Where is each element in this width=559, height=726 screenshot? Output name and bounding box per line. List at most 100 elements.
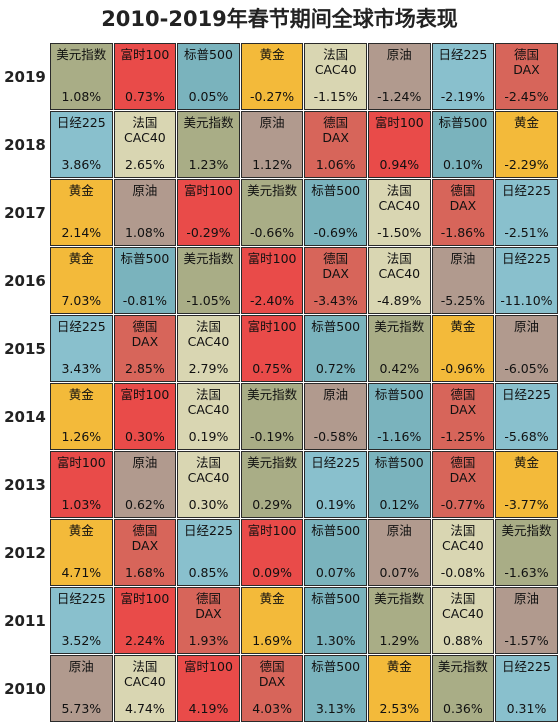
market-cell: 富时100 4.19% [177, 655, 240, 722]
market-name: 黄金 [259, 591, 285, 606]
market-cell: 标普500 0.05% [177, 43, 240, 110]
market-cell: 日经225 0.19% [304, 451, 367, 518]
market-cell: 美元指数 -1.05% [177, 247, 240, 314]
market-cell: 美元指数 1.29% [368, 587, 431, 654]
market-cell: 原油 0.62% [113, 451, 177, 518]
market-return: -0.27% [249, 89, 295, 104]
market-cell: 黄金 -3.77% [495, 451, 558, 518]
year-label: 2015 [4, 339, 46, 358]
market-return: 0.07% [379, 565, 420, 580]
market-name: 德国 DAX [322, 115, 349, 145]
market-cell: 德国 DAX -1.25% [431, 383, 495, 450]
market-cell: 富时100 -2.40% [240, 247, 304, 314]
market-name: 标普500 [120, 251, 170, 266]
market-return: -1.16% [377, 429, 422, 444]
market-cell: 德国 DAX -2.45% [495, 43, 558, 110]
market-name: 美元指数 [437, 659, 488, 674]
market-return: -2.45% [504, 89, 549, 104]
market-return: -0.77% [440, 497, 485, 512]
market-return: -1.15% [313, 89, 358, 104]
market-return: -1.50% [377, 225, 422, 240]
market-cell: 原油 1.12% [240, 111, 304, 178]
market-name: 德国 DAX [258, 659, 286, 689]
market-cell: 德国 DAX -0.77% [431, 451, 495, 518]
market-name: 原油 [513, 319, 539, 334]
market-return: 1.26% [61, 429, 102, 444]
market-name: 德国 DAX [449, 387, 477, 417]
market-cell: 原油 -0.58% [304, 383, 367, 450]
market-name: 日经225 [502, 387, 551, 402]
market-cell: 美元指数 -0.19% [240, 383, 304, 450]
market-cell: 日经225 3.43% [50, 315, 113, 382]
market-return: 0.31% [506, 701, 547, 716]
market-name: 法国 CAC40 [187, 387, 230, 417]
market-return: 0.42% [379, 361, 420, 376]
market-return: 0.75% [252, 361, 292, 376]
market-name: 黄金 [259, 47, 285, 62]
market-return: 0.07% [315, 565, 356, 580]
market-cell: 黄金 4.71% [50, 519, 113, 586]
market-name: 黄金 [450, 319, 476, 334]
market-cell: 富时100 0.09% [240, 519, 304, 586]
year-label: 2018 [4, 135, 46, 154]
market-cell: 法国 CAC40 -4.89% [368, 247, 431, 314]
market-name: 原油 [513, 591, 539, 606]
market-name: 富时100 [247, 319, 297, 334]
market-name: 日经225 [311, 455, 361, 470]
market-name: 法国 CAC40 [378, 183, 421, 213]
market-return: 0.73% [125, 89, 165, 104]
market-return: -1.05% [186, 293, 231, 308]
market-cell: 富时100 0.30% [113, 383, 177, 450]
market-return: 0.36% [443, 701, 483, 716]
market-cell: 法国 CAC40 2.79% [177, 315, 240, 382]
market-cell: 富时100 1.03% [50, 451, 113, 518]
market-name: 德国 DAX [131, 319, 159, 349]
market-cell: 法国 CAC40 -1.15% [304, 43, 367, 110]
market-return: -0.58% [313, 429, 358, 444]
market-return: -1.86% [440, 225, 485, 240]
market-return: -4.89% [377, 293, 422, 308]
market-cell: 美元指数 0.29% [240, 451, 304, 518]
market-name: 黄金 [513, 115, 539, 130]
market-return: 3.13% [315, 701, 356, 716]
market-name: 日经225 [502, 251, 551, 266]
market-return: -0.19% [249, 429, 295, 444]
chart-title: 2010-2019年春节期间全球市场表现 [101, 7, 458, 31]
market-return: 0.30% [125, 429, 165, 444]
market-name: 美元指数 [247, 387, 298, 402]
market-cell: 标普500 -0.81% [113, 247, 177, 314]
market-return: 2.14% [61, 225, 102, 240]
market-cell: 标普500 -0.69% [304, 179, 367, 246]
market-return: -3.43% [313, 293, 358, 308]
market-cell: 黄金 2.53% [368, 655, 431, 722]
market-return: 0.05% [188, 89, 229, 104]
market-cell: 原油 -1.57% [495, 587, 558, 654]
market-cell: 富时100 -0.29% [177, 179, 240, 246]
year-label: 2017 [4, 203, 46, 222]
market-return: 0.85% [188, 565, 229, 580]
market-return: 2.79% [188, 361, 229, 376]
market-return: -0.66% [249, 225, 295, 240]
market-return: 1.29% [379, 633, 420, 648]
market-return: 7.03% [61, 293, 102, 308]
market-name: 标普500 [374, 387, 424, 402]
market-return: 1.08% [61, 89, 102, 104]
market-name: 标普500 [184, 47, 233, 62]
market-return: -11.10% [500, 293, 553, 308]
market-name: 原油 [386, 47, 412, 62]
market-return: 0.29% [252, 497, 292, 512]
market-cell: 德国 DAX 1.68% [113, 519, 177, 586]
market-return: 4.71% [61, 565, 102, 580]
market-name: 原油 [386, 523, 412, 538]
market-return: 0.09% [252, 565, 292, 580]
market-return: -1.63% [504, 565, 549, 580]
market-name: 法国 CAC40 [314, 47, 357, 77]
market-cell: 黄金 2.14% [50, 179, 113, 246]
market-return: 4.74% [125, 701, 165, 716]
market-name: 德国 DAX [322, 251, 349, 281]
market-cell: 黄金 -0.96% [431, 315, 495, 382]
market-name: 富时100 [120, 47, 170, 62]
market-return: -1.25% [440, 429, 485, 444]
market-cell: 原油 -5.25% [431, 247, 495, 314]
market-name: 富时100 [120, 591, 170, 606]
